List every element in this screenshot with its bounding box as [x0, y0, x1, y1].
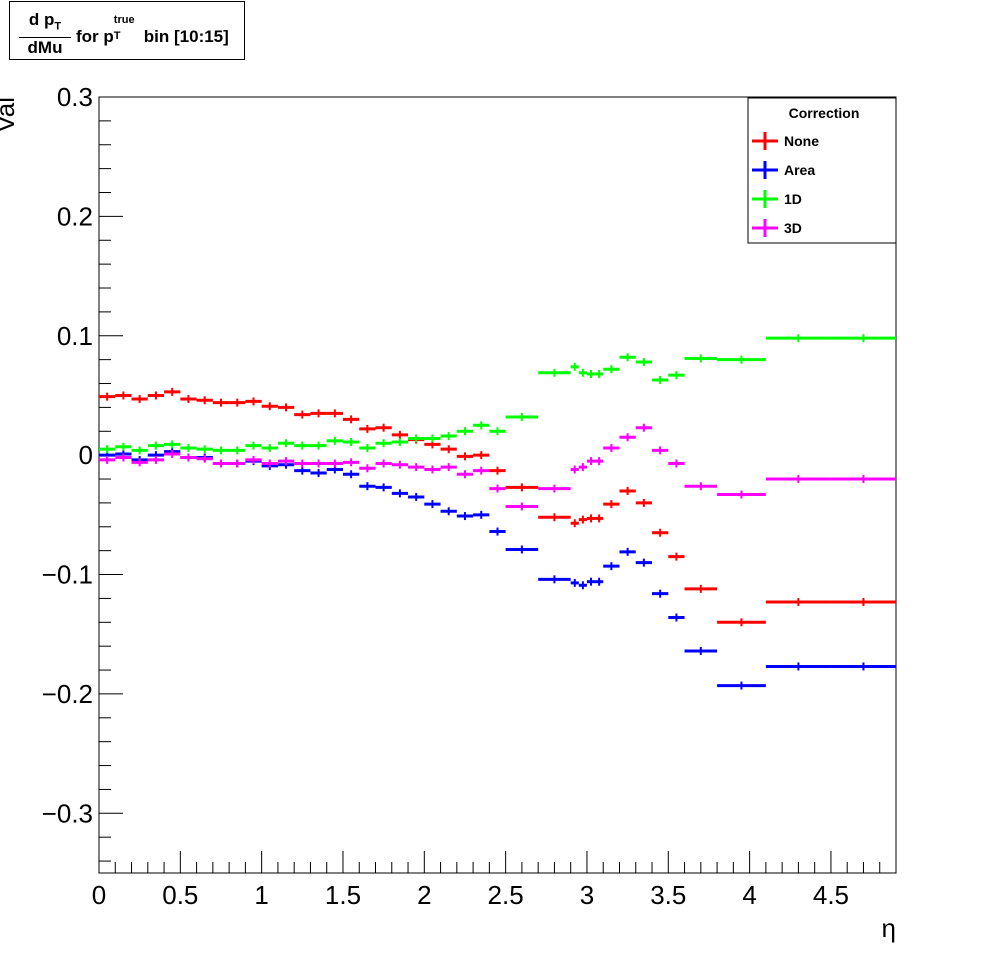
title-num: d p	[28, 10, 55, 29]
title-suffix: bin [10:15]	[143, 27, 229, 46]
series-1d	[99, 334, 896, 455]
legend: Correction None Area 1D 3D	[747, 97, 897, 244]
y-tick-label: 0.2	[57, 201, 93, 231]
x-tick-label: 2	[417, 880, 431, 910]
x-tick-label: 4.5	[813, 880, 849, 910]
x-tick-label: 3.5	[650, 880, 686, 910]
y-axis-label: Val	[0, 97, 20, 133]
legend-label: 3D	[784, 220, 802, 236]
x-tick-label: 3	[580, 880, 594, 910]
series-none	[99, 387, 896, 627]
x-tick-label: 0	[92, 880, 106, 910]
x-tick-label: 1.5	[325, 880, 361, 910]
legend-title: Correction	[789, 105, 860, 121]
data-series	[99, 334, 896, 690]
y-tick-label: −0.3	[42, 798, 93, 828]
series-3d	[99, 423, 896, 511]
title-den: dMu	[27, 38, 63, 58]
y-tick-label: −0.1	[42, 560, 93, 590]
title-fraction: d pT dMu	[19, 10, 71, 58]
legend-label: 1D	[784, 191, 802, 207]
title-num-sub: T	[54, 20, 62, 33]
y-tick-label: 0.3	[57, 82, 93, 112]
y-tick-label: −0.2	[42, 679, 93, 709]
x-tick-label: 0.5	[162, 880, 198, 910]
y-tick-label: 0	[79, 440, 93, 470]
x-tick-label: 4	[742, 880, 756, 910]
plot-frame	[98, 96, 897, 874]
series-area	[99, 447, 896, 690]
x-tick-label: 2.5	[488, 880, 524, 910]
y-tick-label: 0.1	[57, 321, 93, 351]
x-tick-label: 1	[254, 880, 268, 910]
title-prefix: for p	[76, 27, 114, 46]
legend-label: Area	[784, 162, 815, 178]
axis-ticks: 0 0.5 1 1.5 2 2.5 3 3.5 4 4.5 −0.3 −0.2 −0.1 0 0.1 0.2 0…	[42, 82, 897, 910]
legend-label: None	[784, 133, 819, 149]
x-axis-label: η	[882, 913, 896, 943]
title-sup: true	[113, 14, 135, 26]
title-sub: T	[113, 30, 121, 42]
